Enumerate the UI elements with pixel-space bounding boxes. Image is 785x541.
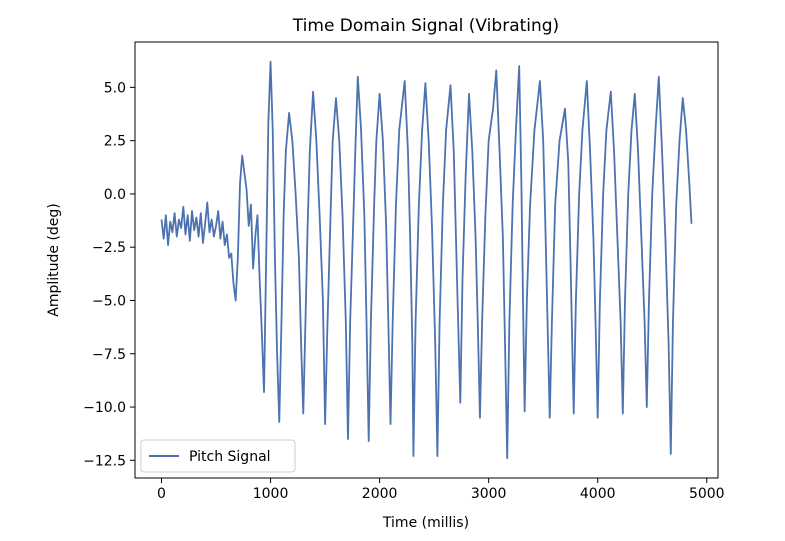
- x-tick-label: 5000: [689, 486, 725, 502]
- x-tick-label: 3000: [471, 486, 507, 502]
- y-tick-label: −2.5: [92, 240, 126, 256]
- y-tick-label: 5.0: [104, 80, 126, 96]
- x-axis-label: Time (millis): [382, 515, 469, 531]
- y-tick-label: −7.5: [92, 347, 126, 363]
- legend-box: [140, 439, 296, 473]
- y-axis-label: Amplitude (deg): [46, 203, 62, 317]
- y-tick-label: −12.5: [83, 453, 126, 469]
- line-series: [160, 60, 693, 460]
- x-tick-label: 1000: [253, 486, 289, 502]
- y-tick-label: 0.0: [104, 187, 126, 203]
- y-tick-label: −10.0: [83, 400, 126, 416]
- x-tick-label: 2000: [362, 486, 398, 502]
- plot-frame: [134, 41, 719, 479]
- legend-label: Pitch Signal: [189, 449, 271, 465]
- x-tick-label: 4000: [580, 486, 616, 502]
- y-tick-label: 2.5: [104, 134, 126, 150]
- chart-title: Time Domain Signal (Vibrating): [292, 16, 559, 36]
- x-tick-label: 0: [157, 486, 166, 502]
- y-tick-label: −5.0: [92, 293, 126, 309]
